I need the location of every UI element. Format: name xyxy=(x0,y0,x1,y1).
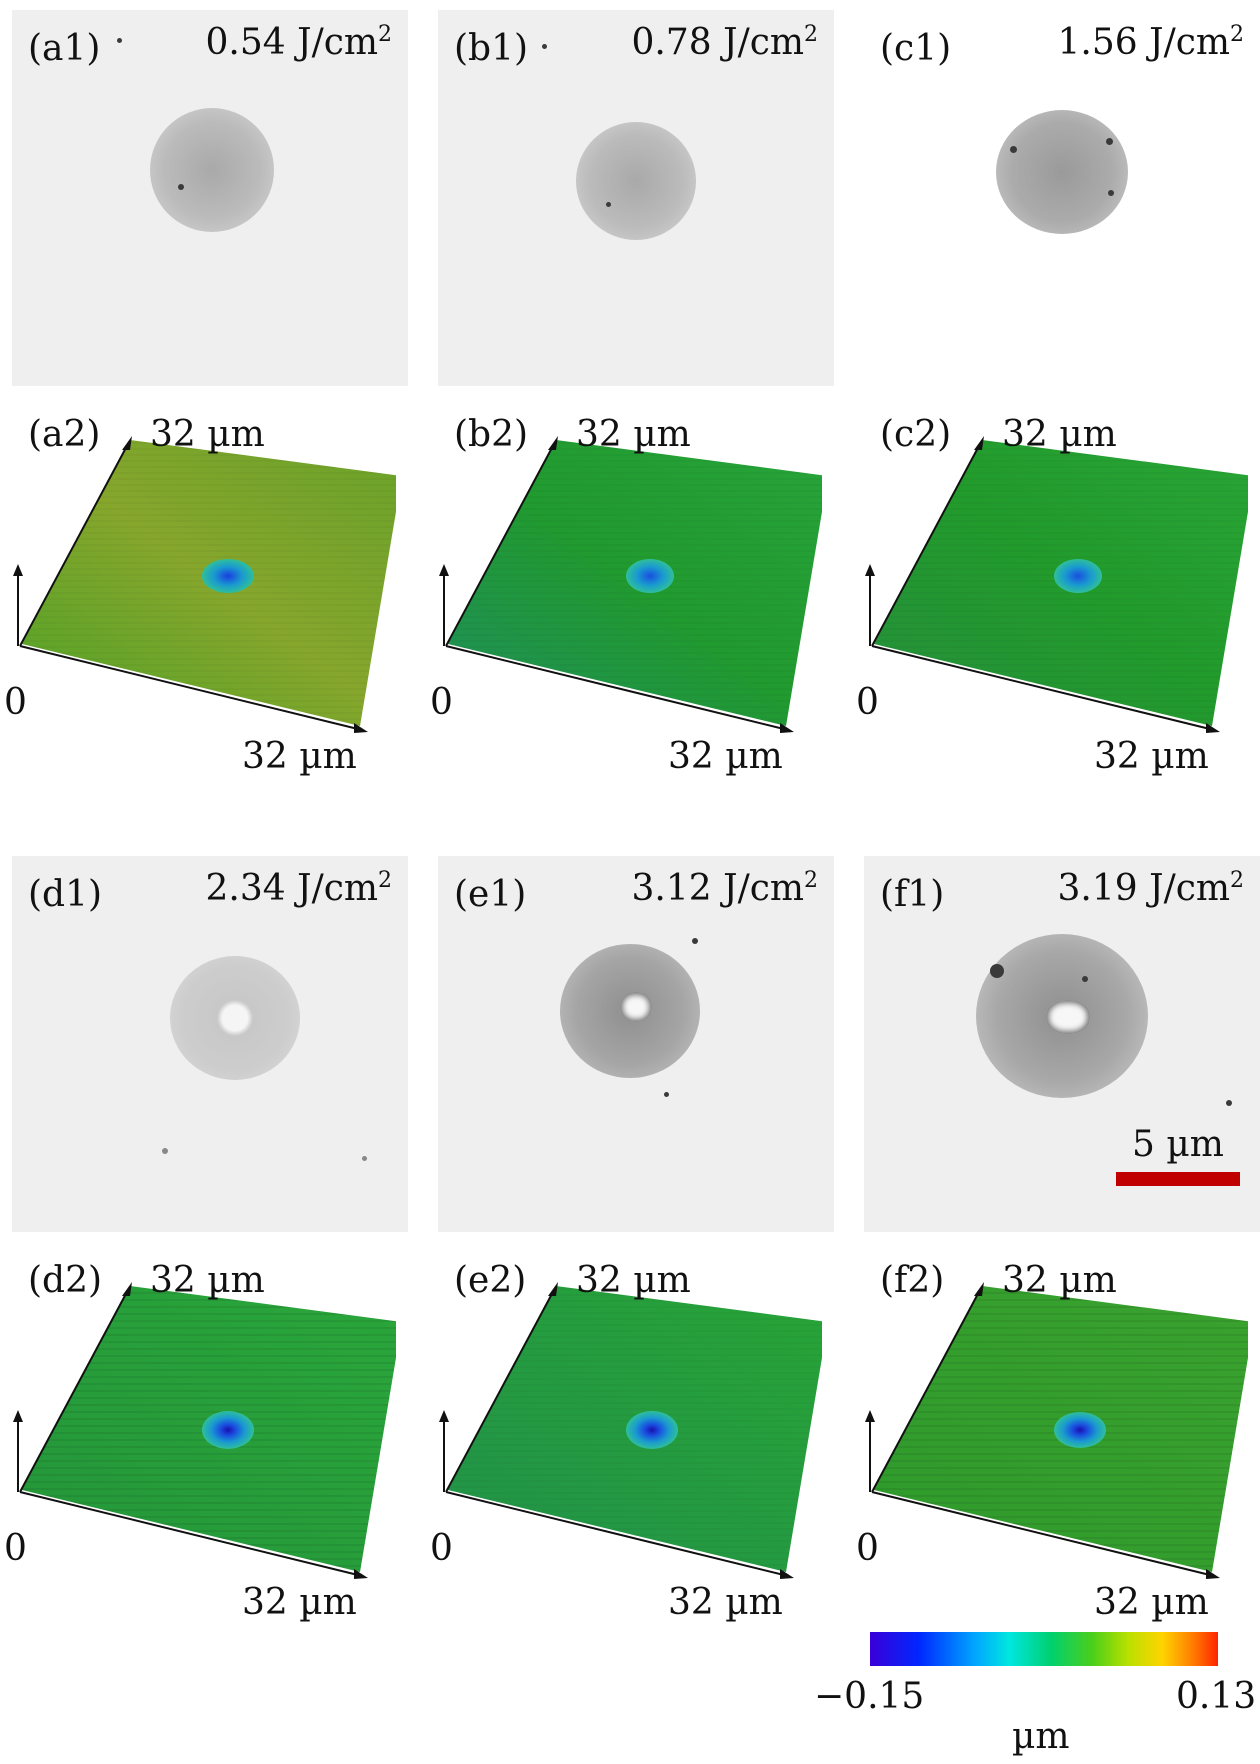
y-axis-label: 32 µm xyxy=(150,414,265,455)
y-axis-label: 32 µm xyxy=(576,414,691,455)
panel-label: (c1) xyxy=(880,28,952,69)
ablation-spot xyxy=(170,956,300,1080)
fluence-label: 0.78 J/cm2 xyxy=(631,22,818,63)
micrograph-b1: (b1) 0.78 J/cm2 xyxy=(438,10,834,386)
colorbar-min-label: −0.15 xyxy=(814,1676,925,1717)
panel-label: (b1) xyxy=(454,28,529,69)
origin-label: 0 xyxy=(4,682,27,723)
panel-label: (f2) xyxy=(880,1260,945,1301)
panel-label: (c2) xyxy=(880,414,952,455)
topography-f2: (f2) 32 µm 0 32 µm xyxy=(852,1260,1248,1636)
topography-e2: (e2) 32 µm 0 32 µm xyxy=(426,1260,822,1636)
debris-dot xyxy=(542,44,547,49)
x-axis-label: 32 µm xyxy=(1094,736,1209,777)
fluence-label: 1.56 J/cm2 xyxy=(1057,22,1244,63)
panel-label: (d2) xyxy=(28,1260,103,1301)
micrograph-e1: (e1) 3.12 J/cm2 xyxy=(438,856,834,1232)
panel-label: (a1) xyxy=(28,28,101,69)
origin-label: 0 xyxy=(430,682,453,723)
ablation-spot xyxy=(996,110,1128,234)
debris-dot xyxy=(1108,190,1114,196)
panel-label: (b2) xyxy=(454,414,529,455)
debris-dot xyxy=(1226,1100,1232,1106)
x-axis-label: 32 µm xyxy=(1094,1582,1209,1623)
scale-bar: 5 µm xyxy=(1114,1124,1242,1190)
ablation-spot xyxy=(150,108,274,232)
surface-plot xyxy=(865,436,1248,733)
surface-plot xyxy=(439,1282,822,1579)
panel-label: (e2) xyxy=(454,1260,527,1301)
scale-bar-line xyxy=(1116,1172,1240,1186)
crater xyxy=(626,1411,678,1449)
debris-dot xyxy=(606,202,611,207)
x-axis-label: 32 µm xyxy=(668,1582,783,1623)
fluence-label: 3.19 J/cm2 xyxy=(1057,868,1244,909)
origin-label: 0 xyxy=(430,1528,453,1569)
debris-dot xyxy=(1082,976,1088,982)
x-axis xyxy=(19,645,363,731)
topography-b2: (b2) 32 µm 0 32 µm xyxy=(426,414,822,790)
x-axis-label: 32 µm xyxy=(668,736,783,777)
micrograph-d1: (d1) 2.34 J/cm2 xyxy=(12,856,408,1232)
y-axis-label: 32 µm xyxy=(1002,414,1117,455)
y-axis xyxy=(19,443,129,647)
colorbar-max-label: 0.13 xyxy=(1176,1676,1257,1717)
scale-bar-label: 5 µm xyxy=(1132,1124,1224,1165)
crater xyxy=(626,559,674,593)
origin-label: 0 xyxy=(856,1528,879,1569)
micrograph-f1: (f1) 3.19 J/cm2 5 µm xyxy=(864,856,1260,1232)
crater xyxy=(202,559,254,593)
debris-dot xyxy=(1010,146,1017,153)
x-axis-label: 32 µm xyxy=(242,1582,357,1623)
origin-label: 0 xyxy=(4,1528,27,1569)
crater-hole xyxy=(620,992,652,1022)
debris-dot xyxy=(664,1092,669,1097)
panel-label: (a2) xyxy=(28,414,101,455)
panel-label: (e1) xyxy=(454,874,527,915)
topography-d2: (d2) 32 µm 0 32 µm xyxy=(0,1260,396,1636)
x-axis-label: 32 µm xyxy=(242,736,357,777)
debris-dot xyxy=(178,184,184,190)
surface-plot xyxy=(439,436,822,733)
fluence-label: 0.54 J/cm2 xyxy=(205,22,392,63)
fluence-label: 2.34 J/cm2 xyxy=(205,868,392,909)
crater xyxy=(1054,1412,1106,1448)
surface-plot xyxy=(13,436,396,733)
origin-label: 0 xyxy=(856,682,879,723)
micrograph-a1: (a1) 0.54 J/cm2 xyxy=(12,10,408,386)
ablation-spot xyxy=(576,122,696,240)
y-axis-label: 32 µm xyxy=(576,1260,691,1301)
topography-a2: (a2) 32 µm 0 32 µm xyxy=(0,414,396,790)
panel-label: (f1) xyxy=(880,874,945,915)
debris-dot xyxy=(1106,138,1113,145)
fluence-label: 3.12 J/cm2 xyxy=(631,868,818,909)
y-axis-label: 32 µm xyxy=(1002,1260,1117,1301)
debris-dot xyxy=(362,1156,367,1161)
debris-dot xyxy=(692,938,698,944)
crater xyxy=(202,1411,254,1449)
panel-label: (d1) xyxy=(28,874,103,915)
micrograph-c1: (c1) 1.56 J/cm2 xyxy=(864,10,1260,386)
crater-hole xyxy=(1046,1000,1090,1034)
debris-dot xyxy=(990,964,1004,978)
crater xyxy=(1054,559,1102,593)
colorbar-unit-label: µm xyxy=(1012,1716,1070,1757)
debris-dot xyxy=(162,1148,168,1154)
topography-c2: (c2) 32 µm 0 32 µm xyxy=(852,414,1248,790)
debris-dot xyxy=(117,38,122,43)
surface-plot xyxy=(13,1282,396,1579)
surface-plot xyxy=(865,1282,1248,1579)
height-colorbar xyxy=(870,1632,1218,1666)
y-axis-label: 32 µm xyxy=(150,1260,265,1301)
